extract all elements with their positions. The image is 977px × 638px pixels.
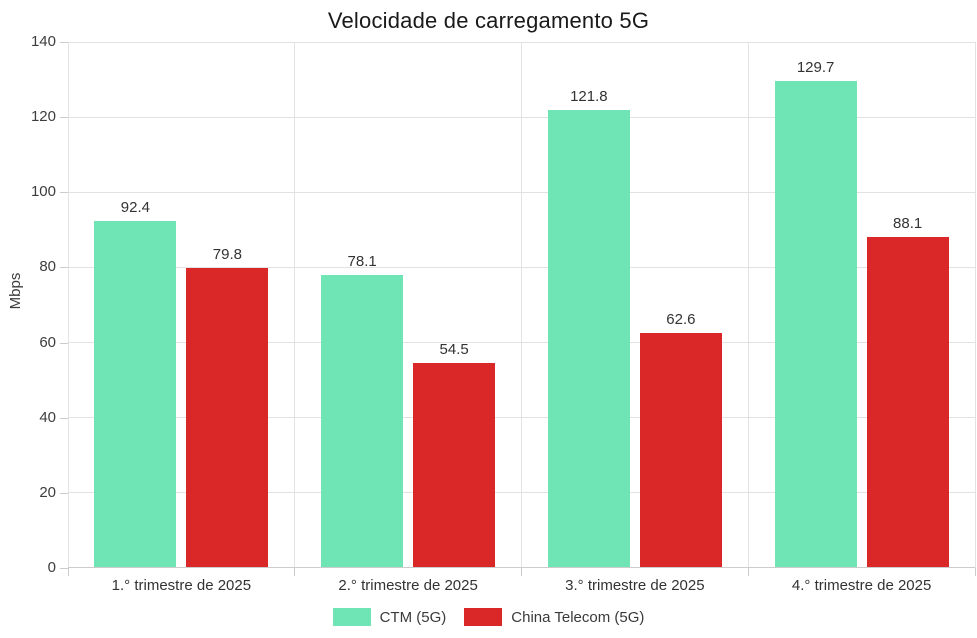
gridline-vertical [521,42,522,568]
gridline-vertical [67,42,69,568]
x-tick-mark [67,568,69,576]
legend: CTM (5G) China Telecom (5G) [0,608,977,626]
x-tick-mark [294,568,296,576]
bar-ctm [321,274,404,567]
bar-value-label: 88.1 [893,214,923,232]
gridline-vertical [747,42,749,568]
bar-value-label: 54.5 [439,341,469,359]
x-category-label: 2.° trimestre de 2025 [338,577,478,594]
legend-item: China Telecom (5G) [464,608,644,626]
y-tick-mark [60,417,68,419]
y-tick-label: 40 [39,408,56,426]
plot-area: 92.4 78.1 121.8 129.7 79.8 54.5 62.6 88.1 [67,41,976,568]
bar-value-label: 121.8 [570,88,608,106]
legend-swatch [332,608,371,626]
y-tick-label: 60 [39,333,56,351]
bar-value-label: 79.8 [212,246,242,264]
y-tick-mark [60,492,68,494]
y-tick-mark [60,192,68,194]
y-tick-label: 20 [39,483,56,501]
x-category-label: 1.° trimestre de 2025 [111,577,252,594]
bar-china-telecom [866,237,949,567]
bar-china-telecom [639,332,722,567]
x-category-label: 3.° trimestre de 2025 [565,577,705,594]
y-tick-label: 100 [30,183,56,201]
gridline-vertical [974,42,976,568]
bar-china-telecom [413,363,496,567]
bar-value-label: 129.7 [796,58,835,76]
x-axis-line [68,567,975,568]
bar-ctm [94,220,177,567]
y-tick-label: 120 [30,108,56,126]
bar-value-label: 92.4 [120,198,150,216]
legend-label: China Telecom (5G) [511,608,645,626]
bar-value-label: 78.1 [347,252,377,270]
bar-china-telecom [186,268,269,567]
y-tick-mark [60,342,68,344]
y-tick-mark [60,117,68,119]
bar-value-label: 62.6 [666,310,696,328]
y-tick-label: 0 [47,559,56,576]
bar-ctm [774,80,857,567]
x-category-label: 4.° trimestre de 2025 [791,577,932,594]
x-tick-mark [521,568,522,576]
y-tick-mark [60,42,68,43]
bar-ctm [547,110,630,567]
chart-title: Velocidade de carregamento 5G [327,8,650,33]
legend-swatch [464,608,503,626]
x-tick-mark [747,568,749,576]
y-tick-mark [60,267,68,269]
y-tick-label: 140 [30,33,56,50]
legend-item: CTM (5G) [332,608,447,626]
y-tick-mark [60,568,68,569]
gridline-vertical [294,42,296,568]
x-tick-mark [974,568,976,576]
y-tick-label: 80 [39,258,56,276]
legend-label: CTM (5G) [379,608,447,626]
